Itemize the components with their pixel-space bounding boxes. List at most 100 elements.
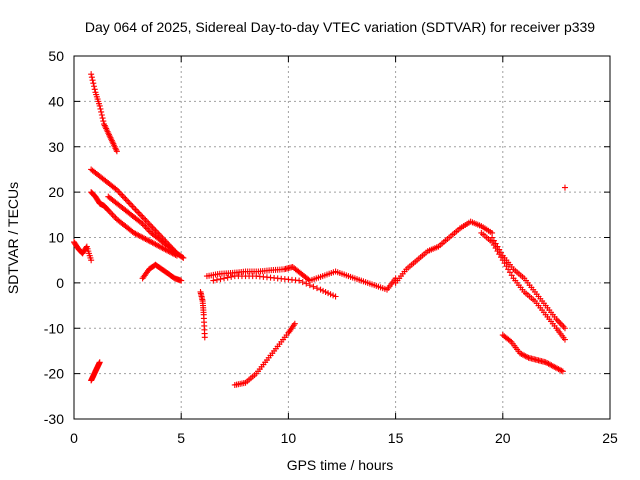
data-point: [213, 276, 220, 283]
series-arc-late-fall-2: [478, 229, 568, 343]
data-point: [88, 71, 95, 78]
data-point: [210, 277, 217, 284]
data-point: [111, 213, 118, 220]
data-point: [498, 254, 505, 261]
x-tick-label: 20: [495, 430, 511, 446]
data-point: [499, 257, 506, 264]
data-point: [217, 276, 224, 283]
data-point: [228, 273, 235, 280]
data-point: [133, 208, 140, 215]
data-point: [501, 260, 508, 267]
data-point: [88, 74, 95, 81]
data-point: [313, 285, 320, 292]
data-point: [559, 368, 566, 375]
data-point: [135, 209, 142, 216]
data-point: [503, 263, 510, 270]
series-arc-start-cluster: [71, 239, 95, 264]
data-point: [128, 201, 135, 208]
y-tick-label: 0: [56, 275, 64, 291]
axis-ticks: 0 5 10 15 20 25 -30 -20 -10 0 10 20 30 40 50: [44, 48, 618, 446]
series-arc-early-1: [88, 166, 187, 261]
data-point: [299, 279, 306, 286]
y-axis-label: SDTVAR / TECUs: [5, 182, 21, 294]
data-point: [98, 108, 105, 115]
data-point: [123, 197, 130, 204]
data-point: [221, 275, 228, 282]
data-point: [96, 102, 103, 109]
series-arc-low-start: [88, 359, 103, 384]
data-point: [96, 359, 103, 366]
data-point: [121, 194, 128, 201]
series-arc-early-2: [105, 193, 180, 257]
data-point: [306, 282, 313, 289]
data-point: [138, 219, 145, 226]
y-tick-label: 20: [48, 184, 64, 200]
x-tick-label: 5: [177, 430, 185, 446]
y-tick-label: 10: [48, 230, 64, 246]
series-arc-mid-lower: [210, 273, 339, 300]
y-tick-label: 30: [48, 139, 64, 155]
data-point: [296, 277, 303, 284]
data-point: [489, 239, 496, 246]
data-point: [119, 192, 126, 199]
y-tick-label: -10: [44, 320, 64, 336]
data-point: [561, 325, 568, 332]
data-point: [91, 86, 98, 93]
data-point: [179, 254, 186, 261]
data-point: [291, 320, 298, 327]
data-point: [126, 200, 133, 207]
data-point: [112, 185, 119, 192]
series-arc-late-low: [499, 332, 566, 375]
data-point: [558, 367, 565, 374]
data-points: [71, 71, 568, 388]
series-arc-rise-low: [231, 320, 298, 388]
data-point: [98, 111, 105, 118]
y-tick-label: 50: [48, 48, 64, 64]
y-tick-label: 40: [48, 93, 64, 109]
series-arc-drop-6h: [197, 288, 208, 341]
data-point: [97, 105, 104, 112]
data-point: [496, 251, 503, 258]
data-point: [561, 336, 568, 343]
data-point: [89, 77, 96, 84]
data-point: [83, 244, 90, 251]
series-arc-late-rise: [392, 218, 496, 286]
data-point: [524, 353, 531, 360]
data-point: [132, 206, 139, 213]
data-point: [109, 211, 116, 218]
data-point: [506, 269, 513, 276]
data-point: [557, 320, 564, 327]
data-point: [108, 210, 115, 217]
series-arc-mid-flat: [203, 263, 399, 293]
data-point: [303, 280, 310, 287]
data-point: [505, 266, 512, 273]
data-point: [136, 211, 143, 218]
data-point: [180, 254, 187, 261]
data-point: [554, 317, 561, 324]
data-point: [131, 205, 138, 212]
data-point: [310, 283, 317, 290]
x-tick-label: 15: [388, 430, 404, 446]
data-point: [172, 251, 179, 258]
data-point: [100, 118, 107, 125]
data-point: [492, 245, 499, 252]
x-tick-label: 25: [602, 430, 618, 446]
data-point: [560, 323, 567, 330]
data-point: [116, 189, 123, 196]
data-point: [559, 322, 566, 329]
y-tick-label: -30: [44, 411, 64, 427]
data-point: [99, 115, 106, 122]
data-point: [173, 252, 180, 259]
data-point: [122, 195, 129, 202]
data-point: [139, 214, 146, 221]
data-point: [201, 334, 208, 341]
data-point: [138, 212, 145, 219]
grid: [74, 56, 610, 419]
series-isolated-point: [561, 184, 568, 191]
x-axis-label: GPS time / hours: [287, 457, 394, 473]
data-point: [561, 184, 568, 191]
data-point: [88, 257, 95, 264]
x-tick-label: 0: [70, 430, 78, 446]
data-point: [90, 80, 97, 87]
